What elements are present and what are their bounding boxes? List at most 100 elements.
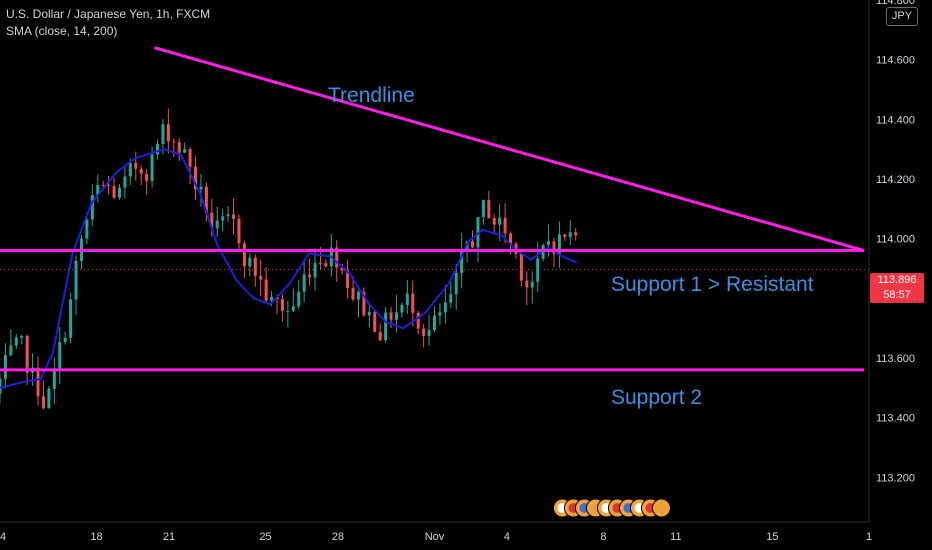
- x-tick-label: 25: [259, 531, 271, 543]
- candle-body: [297, 291, 301, 307]
- candle-body: [356, 291, 360, 300]
- candle-body: [20, 335, 24, 338]
- x-tick-label: 18: [90, 531, 102, 543]
- candle-body: [69, 299, 73, 338]
- candle-body: [221, 216, 225, 221]
- candle-body: [194, 166, 198, 190]
- candle-body: [394, 312, 398, 320]
- candle-body: [427, 330, 431, 336]
- x-tick-label: 21: [163, 531, 175, 543]
- candle-body: [204, 186, 208, 213]
- candle-body: [460, 249, 464, 273]
- candle-body: [199, 186, 203, 190]
- candle-body: [52, 370, 56, 389]
- candle-body: [101, 185, 105, 187]
- candle-body: [156, 143, 160, 155]
- candle-body: [433, 315, 436, 331]
- economic-events-icons[interactable]: [552, 498, 671, 518]
- candle-body: [237, 218, 241, 244]
- x-tick-label: 1: [866, 531, 872, 543]
- candle-body: [112, 186, 116, 198]
- candle-body: [481, 200, 485, 218]
- support1-annotation[interactable]: Support 1 > Resistant: [611, 273, 814, 296]
- x-tick-label: 4: [504, 531, 510, 543]
- candle-body: [183, 149, 187, 153]
- candle-body: [525, 280, 529, 288]
- candle-body: [568, 232, 572, 238]
- candle-body: [248, 257, 252, 267]
- candle-body: [0, 378, 2, 394]
- y-tick-label: 114.800: [876, 0, 915, 7]
- candle-body: [563, 234, 567, 238]
- candle-body: [242, 243, 246, 267]
- candle-body: [134, 162, 138, 169]
- overlay-lines: [0, 46, 869, 389]
- candle-body: [286, 310, 290, 312]
- candlestick-series: [0, 108, 578, 410]
- candle-body: [476, 217, 480, 248]
- candle-body: [454, 272, 458, 295]
- candle-body: [503, 217, 507, 234]
- y-tick-label: 113.200: [876, 472, 915, 484]
- x-tick-label: 11: [670, 531, 681, 543]
- candle-body: [74, 261, 78, 300]
- x-tick-label: 14: [0, 531, 6, 543]
- candle-body: [215, 220, 219, 229]
- candle-body: [172, 141, 176, 143]
- candle-body: [367, 311, 371, 316]
- candle-body: [443, 302, 447, 313]
- y-tick-label: 113.600: [876, 353, 915, 365]
- y-tick-label: 114.200: [876, 174, 915, 186]
- indicator-label[interactable]: SMA (close, 14, 200): [6, 24, 118, 38]
- event-flag-icon: [656, 503, 667, 513]
- candle-body: [324, 263, 328, 267]
- candle-body: [340, 267, 344, 271]
- x-tick-label: Nov: [425, 531, 445, 543]
- candle-body: [161, 124, 165, 144]
- candle-body: [177, 142, 181, 153]
- candle-body: [400, 305, 404, 313]
- candle-body: [498, 217, 502, 225]
- candle-body: [487, 200, 491, 218]
- currency-button[interactable]: JPY: [886, 7, 918, 26]
- candle-body: [128, 162, 132, 177]
- support2-annotation[interactable]: Support 2: [611, 386, 703, 409]
- candle-body: [232, 214, 236, 219]
- trendline: [154, 46, 865, 253]
- trendline-annotation[interactable]: Trendline: [328, 84, 415, 107]
- candle-body: [351, 288, 355, 300]
- candle-body: [557, 234, 561, 254]
- candle-body: [3, 355, 7, 379]
- price-axis-labels: 113.200113.400113.600113.800114.000114.2…: [876, 0, 915, 484]
- y-tick-label: 114.000: [876, 234, 915, 246]
- candle-body: [36, 367, 40, 397]
- candle-body: [536, 258, 540, 282]
- bar-countdown: 58:57: [883, 289, 911, 301]
- symbol-title[interactable]: U.S. Dollar / Japanese Yen, 1h, FXCM: [6, 7, 211, 21]
- candle-body: [47, 388, 51, 409]
- candle-body: [291, 306, 295, 311]
- candle-body: [123, 176, 127, 188]
- time-axis-labels: 14 18 21 25 28 Nov 4 8 11 15 1: [0, 531, 872, 543]
- candle-body: [166, 124, 170, 142]
- candle-body: [302, 274, 306, 292]
- candle-body: [41, 396, 45, 409]
- candle-body: [58, 342, 62, 371]
- candle-body: [96, 185, 100, 196]
- candle-body: [313, 263, 317, 278]
- candle-body: [14, 337, 18, 346]
- candle-body: [530, 281, 534, 288]
- candle-body: [405, 293, 409, 306]
- x-tick-label: 8: [600, 531, 606, 543]
- candle-body: [107, 185, 111, 187]
- candle-body: [308, 274, 312, 278]
- candle-body: [378, 332, 382, 341]
- candle-body: [264, 279, 268, 301]
- candle-body: [210, 212, 214, 229]
- candle-body: [253, 257, 257, 276]
- chart-legend: U.S. Dollar / Japanese Yen, 1h, FXCM SMA…: [6, 6, 210, 40]
- candle-body: [373, 311, 377, 333]
- last-price-value: 113.896: [877, 274, 917, 286]
- candle-body: [552, 241, 556, 254]
